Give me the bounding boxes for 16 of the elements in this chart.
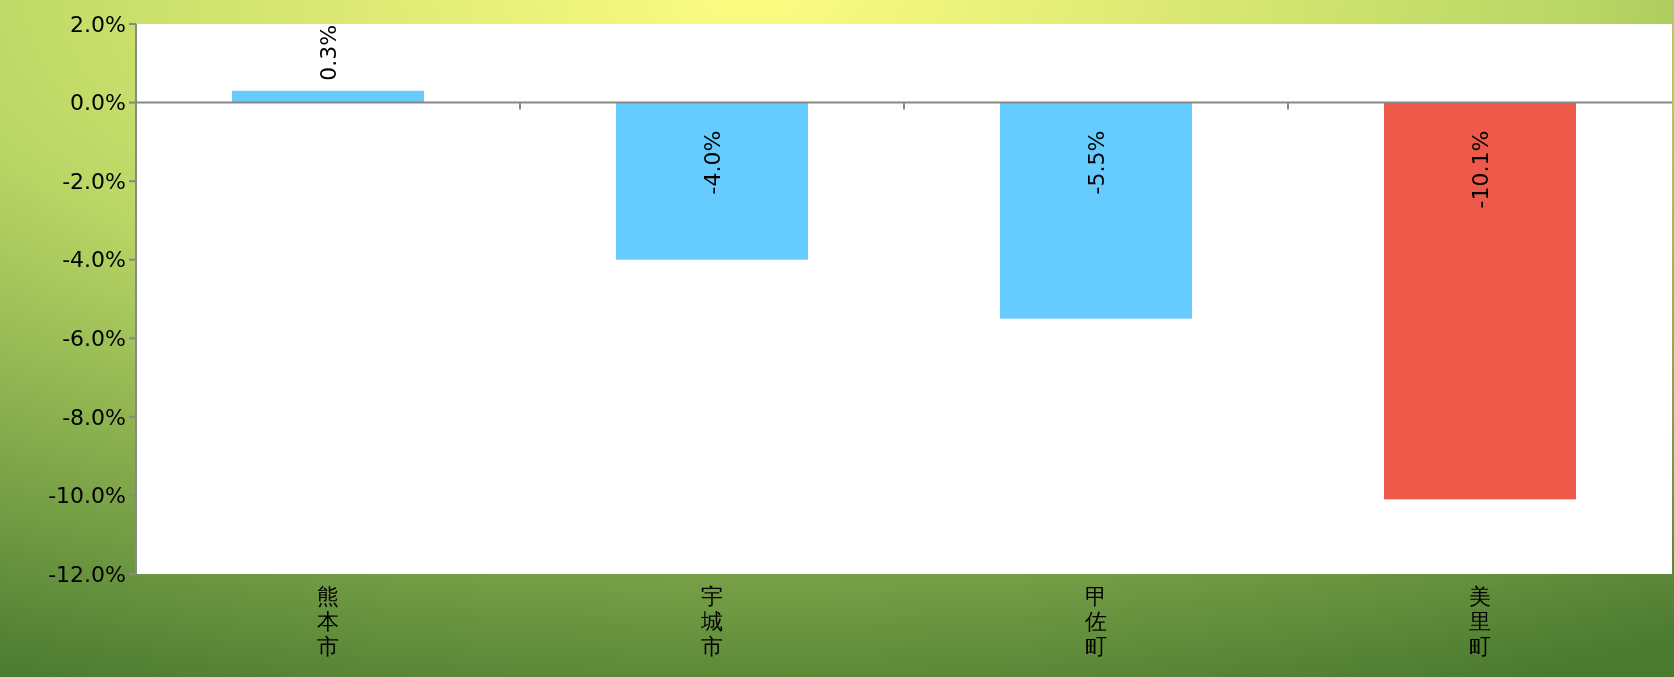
y-tick-label: 0.0% [70,90,126,116]
x-tick-label: 甲佐町 [1085,584,1107,659]
y-tick-label: -4.0% [62,247,126,273]
data-label: -10.1% [1467,130,1493,209]
data-label: 0.3% [315,24,341,81]
y-tick-label: -12.0% [48,561,126,587]
data-label: -4.0% [699,130,725,195]
y-tick-label: -2.0% [62,168,126,194]
x-tick-label: 宇城市 [700,584,723,659]
x-tick-label: 美里町 [1469,584,1491,659]
y-tick-label: -8.0% [62,404,126,430]
y-tick-label: 2.0% [70,11,126,37]
data-label: -5.5% [1083,130,1109,195]
y-tick-label: -6.0% [62,325,126,351]
x-tick-label: 熊本市 [317,584,339,659]
y-tick-label: -10.0% [48,483,126,509]
